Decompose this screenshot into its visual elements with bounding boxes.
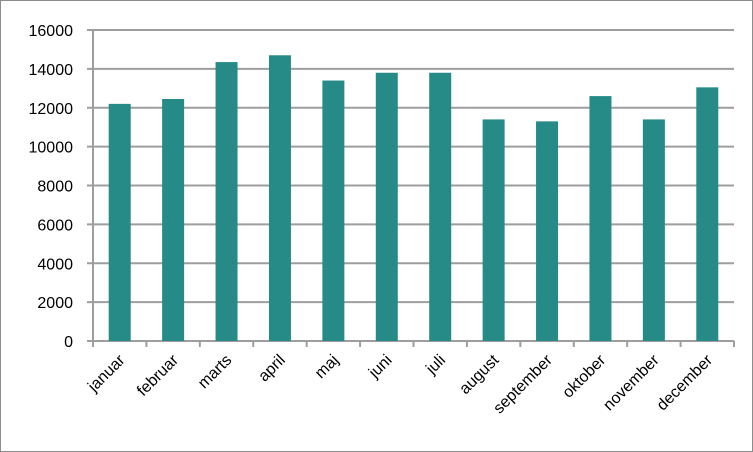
x-tick-label: februar <box>134 351 182 399</box>
y-tick-label: 14000 <box>29 62 74 79</box>
x-tick-label: marts <box>195 352 235 392</box>
y-tick-label: 6000 <box>37 217 73 234</box>
bar-april <box>268 55 291 342</box>
bar-september <box>536 121 559 341</box>
x-tick-label: maj <box>312 352 342 382</box>
x-tick-label: oktober <box>560 351 610 401</box>
x-tick-label: december <box>654 351 717 414</box>
bar-december <box>696 87 719 341</box>
bar-juli <box>429 72 452 341</box>
y-tick-label: 2000 <box>37 295 73 312</box>
bar-juni <box>375 72 398 341</box>
bar-november <box>642 119 665 341</box>
bar-maj <box>322 80 345 341</box>
y-tick-label: 16000 <box>29 23 74 40</box>
bar-januar <box>108 103 131 341</box>
y-tick-label: 8000 <box>37 179 73 196</box>
x-tick-label: januar <box>84 351 129 396</box>
x-tick-label: april <box>255 352 288 385</box>
y-tick-label: 4000 <box>37 256 73 273</box>
x-tick-label: juli <box>422 352 449 379</box>
bar-oktober <box>589 96 612 342</box>
x-tick-label: september <box>490 351 556 417</box>
bar-marts <box>215 62 238 342</box>
y-tick-label: 0 <box>64 334 73 351</box>
x-tick-label: august <box>456 351 502 397</box>
x-tick-label: november <box>600 351 663 414</box>
bar-februar <box>162 99 185 341</box>
bar-august <box>482 119 505 341</box>
y-tick-label: 10000 <box>29 140 74 157</box>
x-tick-label: juni <box>365 352 395 382</box>
y-tick-label: 12000 <box>29 101 74 118</box>
